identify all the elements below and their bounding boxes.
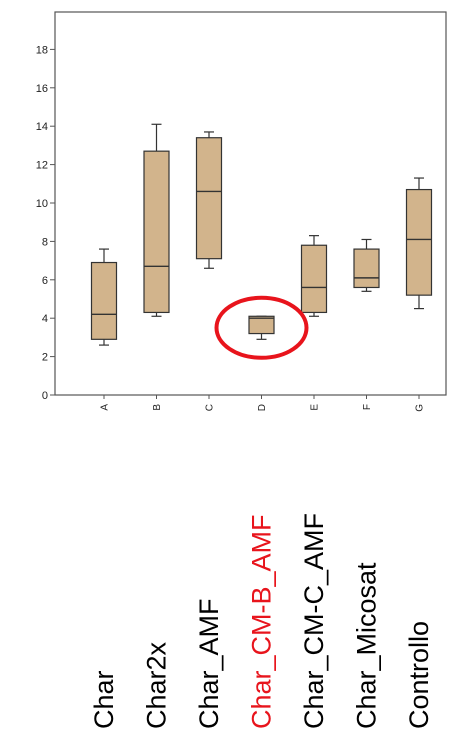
- boxes: [90, 123, 433, 346]
- box-iqr: [143, 150, 170, 314]
- y-tick-label: 12: [36, 160, 48, 172]
- category-name: Controllo: [404, 621, 434, 729]
- box-C: [195, 131, 223, 269]
- y-tick-label: 6: [42, 275, 48, 287]
- box-iqr: [248, 315, 275, 335]
- x-tick-label: E: [310, 404, 321, 411]
- category-name: Char2x: [142, 641, 172, 729]
- box-B: [143, 123, 170, 317]
- box-D: [248, 315, 275, 340]
- category-name: Char_Micosat: [352, 562, 382, 729]
- y-tick-label: 8: [42, 236, 48, 248]
- y-tick-label: 10: [36, 198, 48, 210]
- y-tick-label: 2: [42, 352, 48, 364]
- category-name: Char_CM-C_AMF: [299, 513, 329, 729]
- y-tick-label: 18: [36, 44, 48, 56]
- box-iqr: [195, 137, 223, 260]
- x-tick-label: D: [257, 404, 268, 411]
- box-iqr: [300, 244, 328, 314]
- category-name: Char_CM-B_AMF: [247, 514, 277, 729]
- box-F: [353, 238, 380, 292]
- x-tick-label: F: [362, 404, 373, 410]
- category-name: Char: [89, 670, 119, 729]
- box-iqr: [90, 261, 118, 340]
- box-G: [405, 177, 433, 310]
- y-tick-label: 14: [36, 121, 48, 133]
- highlight-circle: [214, 295, 309, 360]
- y-tick-label: 0: [42, 390, 48, 402]
- x-tick-label: G: [415, 404, 426, 412]
- box-E: [300, 235, 328, 317]
- x-axis: A B C D E F G: [100, 395, 426, 412]
- y-tick-label: 16: [36, 83, 48, 95]
- y-axis: 0 2 4 6 8 10 12 14 16 18: [36, 44, 55, 402]
- box-iqr: [353, 248, 380, 289]
- category-names: Char Char2x Char_AMF Char_CM-B_AMF Char_CM-C…: [89, 513, 434, 729]
- x-tick-label: B: [152, 404, 163, 411]
- box-iqr: [405, 188, 433, 296]
- highlight-marker: [214, 295, 309, 360]
- x-tick-label: C: [205, 404, 216, 411]
- box-A: [90, 248, 118, 346]
- x-tick-label: A: [100, 404, 111, 411]
- y-tick-label: 4: [42, 313, 48, 325]
- category-name: Char_AMF: [194, 598, 224, 729]
